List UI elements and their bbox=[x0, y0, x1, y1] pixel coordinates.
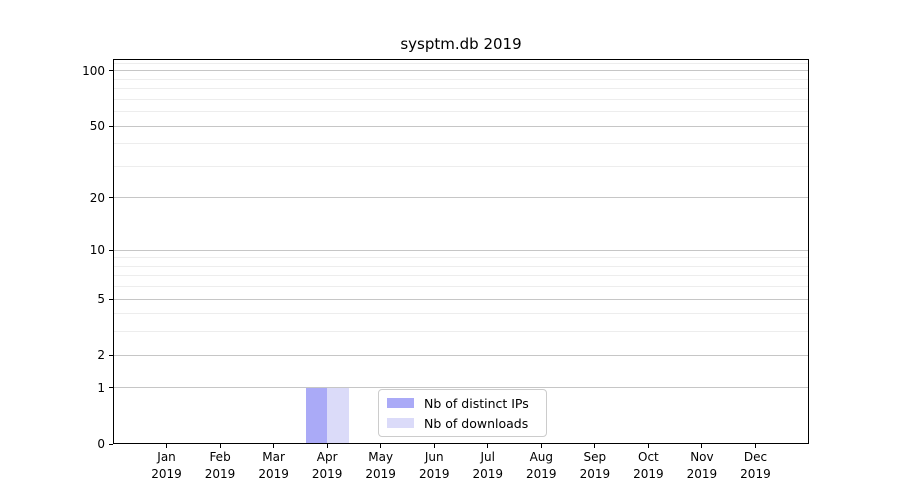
x-tick-mark bbox=[219, 444, 221, 448]
y-tick-label: 20 bbox=[89, 190, 105, 205]
legend-label-distinct-ips: Nb of distinct IPs bbox=[424, 395, 529, 411]
y-tick-label: 50 bbox=[89, 119, 105, 134]
y-tick-label: 0 bbox=[97, 437, 105, 451]
x-tick-label: Aug 2019 bbox=[526, 450, 557, 481]
x-tick-label: Jun 2019 bbox=[418, 450, 450, 481]
y-tick-label: 2 bbox=[97, 348, 105, 363]
y-gridline-minor bbox=[114, 88, 808, 90]
y-gridline-minor bbox=[114, 98, 808, 100]
y-gridline-minor bbox=[114, 331, 808, 333]
x-tick-label: Jul 2019 bbox=[472, 450, 504, 481]
legend-swatch-downloads bbox=[387, 418, 414, 428]
y-tick-mark bbox=[109, 197, 113, 199]
y-gridline-major bbox=[114, 298, 808, 300]
y-tick-mark bbox=[109, 443, 113, 445]
y-gridline-minor bbox=[114, 165, 808, 167]
x-tick-label: Mar 2019 bbox=[258, 450, 289, 481]
y-gridline-major bbox=[114, 125, 808, 127]
y-gridline-minor bbox=[114, 257, 808, 259]
y-gridline-major bbox=[114, 197, 808, 199]
legend-label-downloads: Nb of downloads bbox=[424, 415, 529, 431]
x-tick-label: Nov 2019 bbox=[686, 450, 718, 481]
x-tick-mark bbox=[701, 444, 703, 448]
y-tick-mark bbox=[109, 387, 113, 389]
y-gridline-minor bbox=[114, 62, 808, 64]
y-tick-mark bbox=[109, 125, 113, 127]
y-gridline-major bbox=[114, 70, 808, 72]
y-gridline-minor bbox=[114, 275, 808, 277]
x-tick-label: Dec 2019 bbox=[740, 450, 771, 481]
y-gridline-major bbox=[114, 387, 808, 389]
y-gridline-minor bbox=[114, 111, 808, 113]
x-tick-label: Apr 2019 bbox=[311, 450, 343, 481]
y-tick-label: 5 bbox=[97, 292, 105, 307]
x-tick-mark bbox=[166, 444, 168, 448]
y-tick-mark bbox=[109, 354, 113, 356]
y-tick-label: 100 bbox=[82, 63, 105, 78]
x-tick-mark bbox=[433, 444, 435, 448]
plot-area-border bbox=[113, 59, 809, 444]
chart-title: sysptm.db 2019 bbox=[400, 35, 522, 53]
x-tick-mark bbox=[326, 444, 328, 448]
x-tick-label: May 2019 bbox=[365, 450, 396, 481]
legend: Nb of distinct IPs Nb of downloads bbox=[378, 389, 547, 437]
bar-nb-of-downloads-apr bbox=[327, 387, 349, 443]
legend-swatch-distinct-ips bbox=[387, 398, 414, 408]
y-gridline-minor bbox=[114, 313, 808, 315]
y-tick-label: 10 bbox=[89, 243, 105, 258]
legend-entry-distinct-ips: Nb of distinct IPs bbox=[387, 396, 538, 411]
x-tick-mark bbox=[273, 444, 275, 448]
y-tick-mark bbox=[109, 249, 113, 251]
y-tick-mark bbox=[109, 70, 113, 72]
legend-entry-downloads: Nb of downloads bbox=[387, 416, 538, 431]
x-tick-label: Oct 2019 bbox=[633, 450, 664, 481]
x-tick-label: Sep 2019 bbox=[579, 450, 611, 481]
y-tick-label: 1 bbox=[97, 380, 105, 395]
y-gridline-minor bbox=[114, 143, 808, 145]
y-gridline-major bbox=[114, 249, 808, 251]
x-tick-mark bbox=[647, 444, 649, 448]
y-gridline-minor bbox=[114, 286, 808, 288]
bar-nb-of-distinct-ips-apr bbox=[305, 387, 328, 443]
x-tick-mark bbox=[754, 444, 756, 448]
x-tick-label: Feb 2019 bbox=[204, 450, 236, 481]
x-tick-mark bbox=[540, 444, 542, 448]
x-tick-mark bbox=[487, 444, 489, 448]
x-tick-mark bbox=[594, 444, 596, 448]
y-tick-mark bbox=[109, 298, 113, 300]
x-tick-label: Jan 2019 bbox=[151, 450, 182, 481]
x-tick-mark bbox=[380, 444, 382, 448]
y-gridline-major bbox=[114, 354, 808, 356]
y-gridline-minor bbox=[114, 78, 808, 80]
y-gridline-minor bbox=[114, 265, 808, 267]
